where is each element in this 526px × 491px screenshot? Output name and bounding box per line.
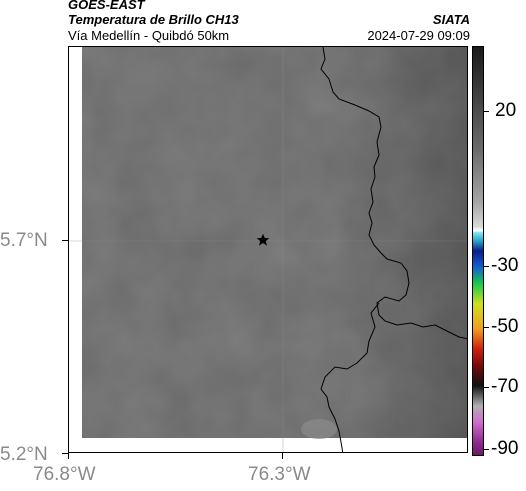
y-tick-label: 5.2°N [0, 444, 48, 465]
source-title: GOES-EAST [68, 0, 145, 12]
colorbar-tick-mark [484, 266, 489, 267]
colorbar-tick-mark [484, 387, 489, 388]
satellite-map [68, 46, 468, 453]
star-icon [256, 233, 270, 246]
region-subtitle: Vía Medellín - Quibdó 50km [68, 28, 230, 43]
organization-title: SIATA [432, 12, 470, 27]
x-tick-mark-2 [282, 453, 283, 459]
x-tick-mark-1 [68, 453, 69, 459]
bright-patch [301, 419, 337, 439]
x-tick-label: 76.8°W [33, 464, 96, 485]
colorbar-tick-label: 20 [495, 100, 517, 121]
y-tick-mark-1 [62, 240, 68, 241]
x-tick-label: 76.3°W [248, 464, 311, 485]
colorbar-tick-label: -30 [491, 255, 519, 276]
colorbar-tick-label: -50 [491, 316, 519, 337]
y-tick-mark-2 [62, 453, 68, 454]
colorbar-tick-mark [484, 111, 489, 112]
east-shading [82, 47, 467, 438]
y-tick-label: 5.7°N [0, 230, 48, 251]
colorbar-gradient [473, 47, 483, 455]
colorbar-tick-mark [484, 327, 489, 328]
department-boundary [320, 47, 467, 340]
product-title: Temperatura de Brillo CH13 [68, 12, 239, 27]
department-boundary-south [320, 302, 380, 452]
colorbar-tick-label: -70 [491, 376, 519, 397]
map-canvas [69, 47, 467, 452]
colorbar [472, 46, 484, 456]
colorbar-tick-label: -90 [491, 438, 519, 459]
datetime-label: 2024-07-29 09:09 [367, 28, 470, 43]
colorbar-tick-mark [484, 449, 489, 450]
